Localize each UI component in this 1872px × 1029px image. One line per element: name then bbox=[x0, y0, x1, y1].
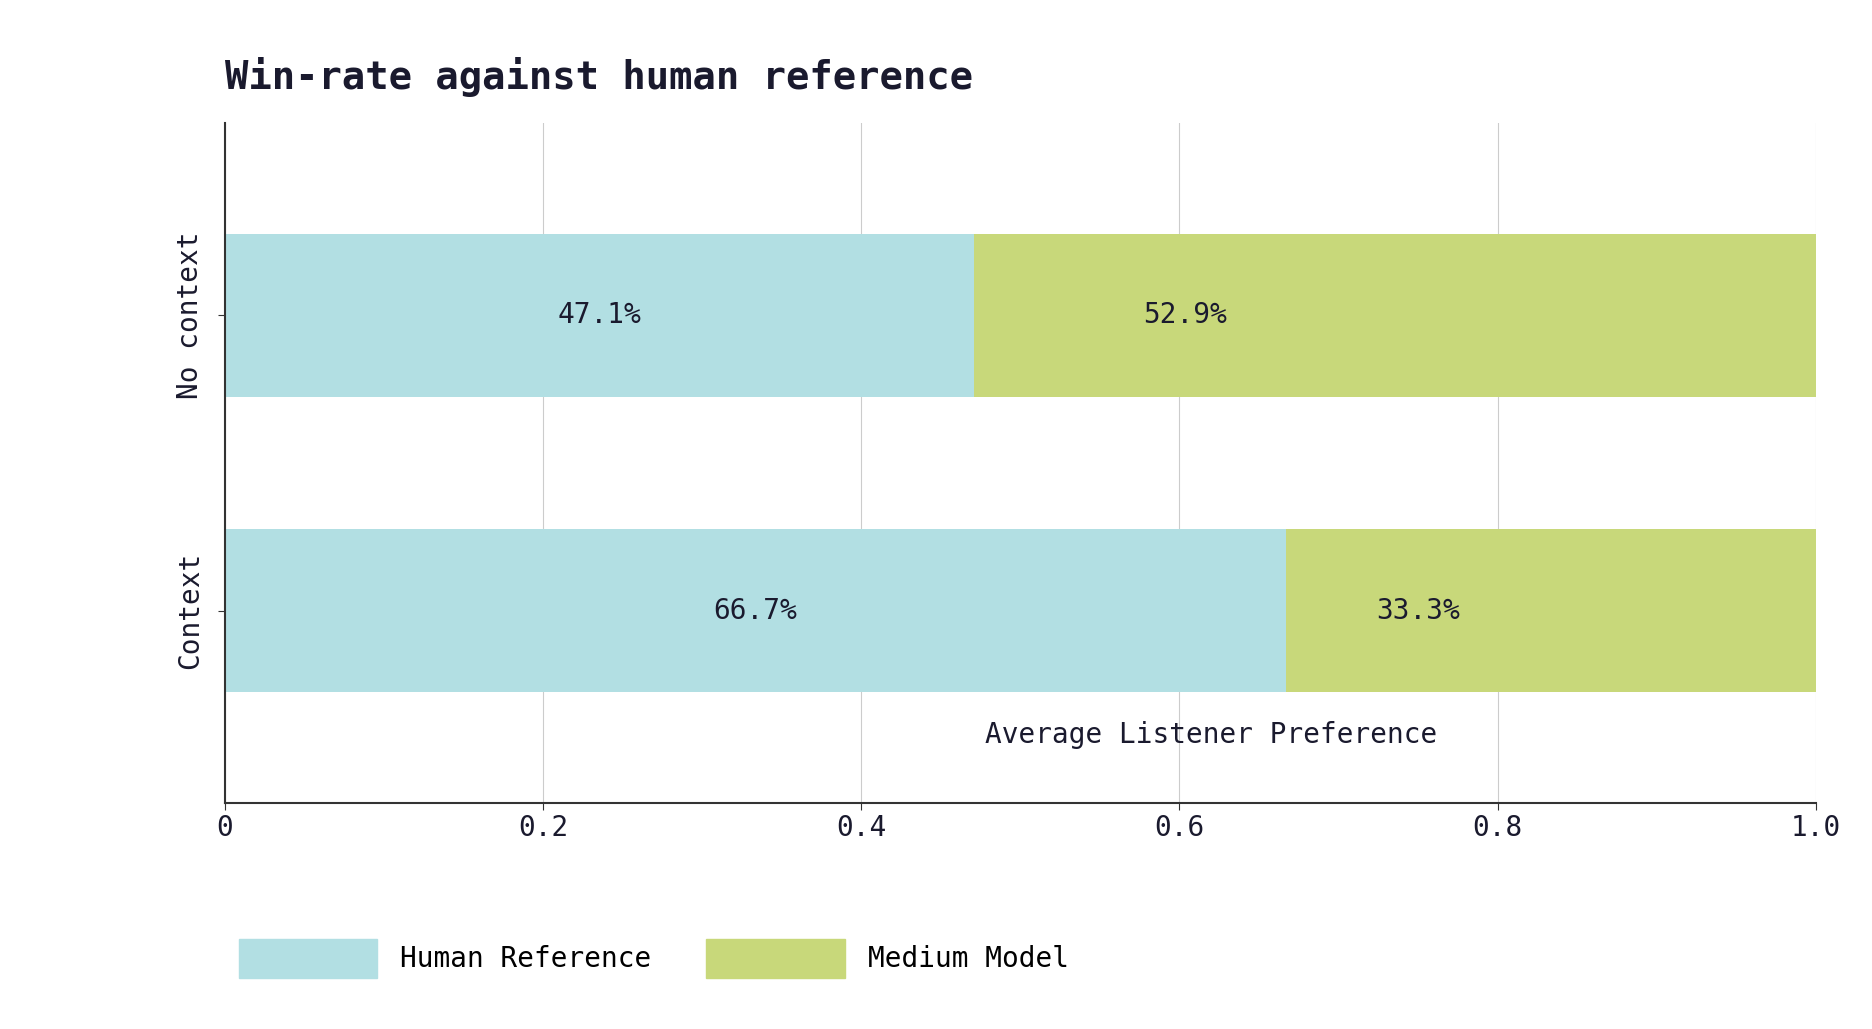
Bar bbox=[973, 235, 1816, 396]
Text: Win-rate against human reference: Win-rate against human reference bbox=[225, 57, 973, 97]
Text: 52.9%: 52.9% bbox=[1142, 301, 1226, 329]
Text: 33.3%: 33.3% bbox=[1376, 597, 1460, 625]
Legend: Human Reference, Medium Model: Human Reference, Medium Model bbox=[238, 938, 1069, 978]
Text: 66.7%: 66.7% bbox=[713, 597, 797, 625]
Bar bbox=[225, 235, 973, 396]
Bar bbox=[1286, 530, 1816, 691]
Text: Average Listener Preference: Average Listener Preference bbox=[985, 720, 1438, 749]
Bar bbox=[225, 530, 1286, 691]
Text: 47.1%: 47.1% bbox=[558, 301, 642, 329]
